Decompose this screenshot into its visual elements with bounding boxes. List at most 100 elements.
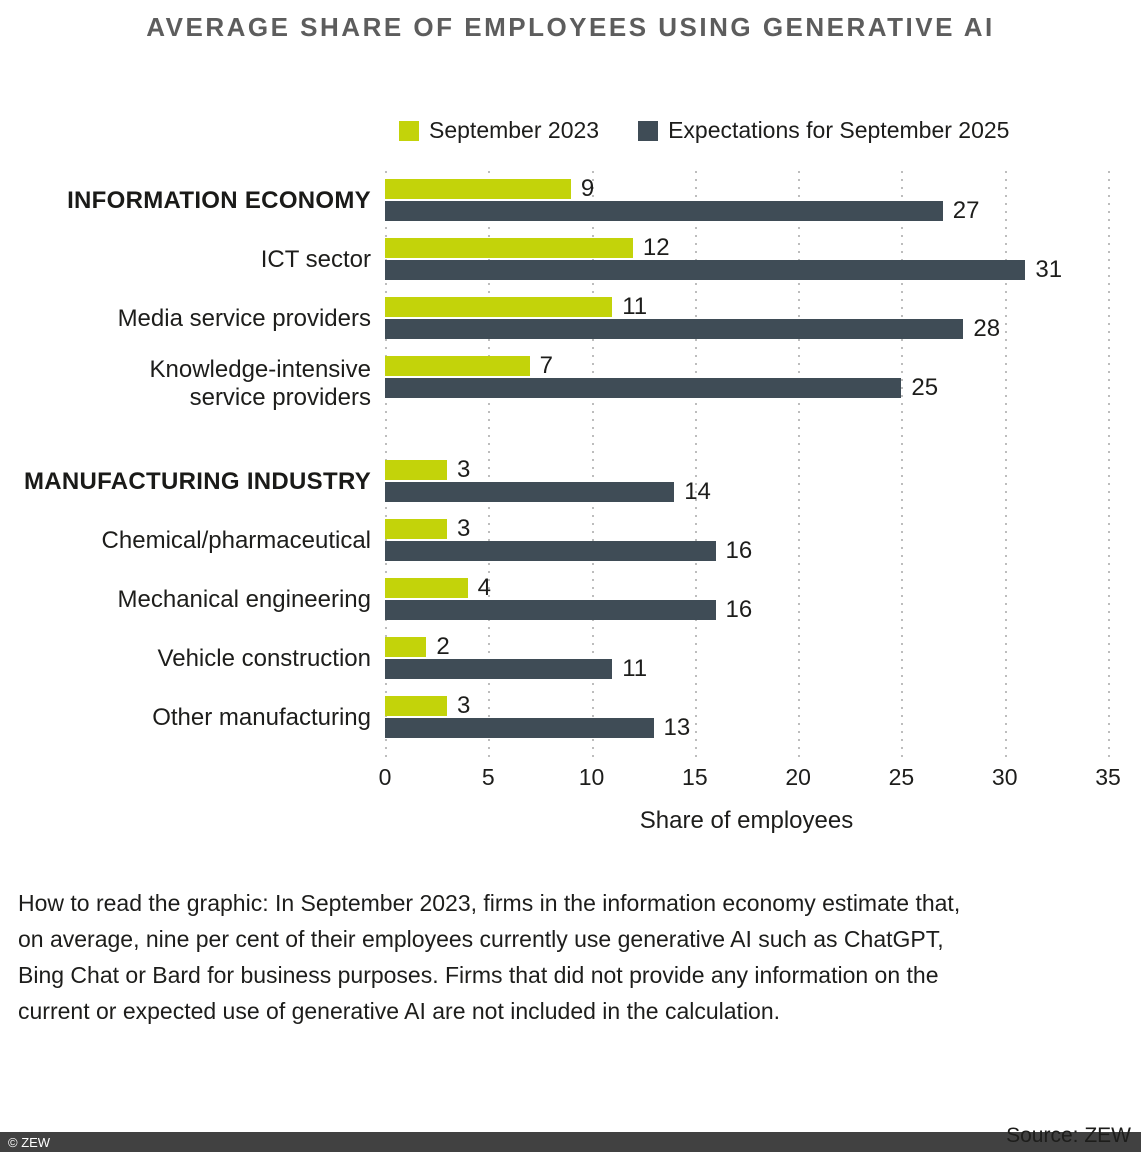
bar-pair: 7 25: [385, 352, 1108, 412]
x-tick-label: 35: [1095, 764, 1121, 790]
chart-row: Media service providers 11 28: [0, 293, 1141, 342]
bar-value-label: 2: [436, 633, 450, 660]
bar-september-2023: [385, 356, 530, 376]
bar-value-label: 11: [622, 655, 648, 682]
legend-swatch-2023: [399, 120, 419, 141]
bar-value-label: 4: [477, 574, 491, 601]
bar-line: 2: [385, 633, 1108, 660]
chart-row: Mechanical engineering 4 16: [0, 574, 1141, 623]
bar-line: 9: [385, 175, 1108, 202]
grid-line-35: [1108, 171, 1110, 761]
legend-item-september-2023: September 2023: [399, 117, 599, 144]
footer-bar: © ZEW: [0, 1132, 1141, 1152]
bar-pair: 3 16: [385, 515, 1108, 564]
bar-expectations-2025: [385, 260, 1026, 280]
chart-row: Knowledge-intensive service providers 7 25: [0, 352, 1141, 412]
chart-row: INFORMATION ECONOMY 9 27: [0, 175, 1141, 224]
bar-value-label: 28: [973, 315, 1001, 342]
bar-pair: 11 28: [385, 293, 1108, 342]
bar-line: 28: [385, 315, 1108, 342]
x-axis: 0 5 10 15 20 25 30 35: [379, 761, 1121, 793]
bar-expectations-2025: [385, 600, 716, 620]
category-label: Media service providers: [117, 305, 371, 332]
category-label: ICT sector: [260, 246, 371, 273]
legend: September 2023 Expectations for Septembe…: [399, 117, 1141, 144]
chart-row: Vehicle construction 2 11: [0, 633, 1141, 682]
legend-label-2025: Expectations for September 2025: [668, 117, 1010, 143]
bar-line: 14: [385, 478, 1108, 505]
bar-line: 13: [385, 714, 1108, 741]
bar-september-2023: [385, 696, 447, 716]
bar-expectations-2025: [385, 482, 675, 502]
bar-value-label: 7: [539, 352, 553, 379]
bar-september-2023: [385, 637, 427, 657]
chart-row: MANUFACTURING INDUSTRY 3 14: [0, 456, 1141, 505]
category-label: Other manufacturing: [152, 704, 371, 731]
bar-pair: 12 31: [385, 234, 1108, 283]
x-tick-label: 20: [785, 764, 811, 790]
bar-chart: INFORMATION ECONOMY 9 27 ICT sector 12 31 Medi…: [0, 171, 1141, 761]
x-tick-label: 10: [578, 764, 605, 790]
copyright-text: © ZEW: [8, 1134, 51, 1150]
bar-value-label: 25: [911, 374, 939, 401]
x-tick-label: 25: [888, 764, 915, 790]
bar-pair: 3 14: [385, 456, 1108, 505]
bar-value-label: 3: [456, 456, 471, 483]
bar-line: 31: [385, 256, 1108, 283]
category-label: Vehicle construction: [157, 645, 371, 672]
chart-row: Other manufacturing 3 13: [0, 692, 1141, 741]
bar-september-2023: [385, 578, 468, 598]
bar-value-label: 13: [663, 714, 691, 741]
category-label: Knowledge-intensive service providers: [149, 356, 371, 411]
category-label: Mechanical engineering: [117, 586, 372, 613]
bar-september-2023: [385, 519, 447, 539]
bar-value-label: 12: [642, 234, 670, 261]
bar-line: 3: [385, 692, 1108, 719]
x-tick-label: 5: [481, 764, 495, 790]
bar-september-2023: [385, 179, 571, 199]
bar-line: 4: [385, 574, 1108, 601]
bar-september-2023: [385, 460, 447, 480]
bar-value-label: 3: [456, 515, 471, 542]
grid-line-25: [901, 171, 904, 761]
bar-line: 3: [385, 515, 1108, 542]
grid-line-30: [1004, 171, 1007, 761]
bar-line: 12: [385, 234, 1108, 261]
bar-line: 7: [385, 352, 1108, 379]
bar-line: 27: [385, 197, 1108, 224]
bar-value-label: 16: [725, 596, 753, 623]
bar-line: 3: [385, 456, 1108, 483]
category-label: INFORMATION ECONOMY: [67, 187, 371, 214]
bar-expectations-2025: [385, 541, 716, 561]
grid-line-20: [798, 171, 801, 761]
bar-line: 25: [385, 374, 1108, 401]
bar-expectations-2025: [385, 319, 964, 339]
chart-title: AVERAGE SHARE OF EMPLOYEES USING GENERAT…: [146, 12, 995, 42]
bar-line: 11: [385, 655, 1108, 682]
bar-value-label: 9: [580, 175, 595, 202]
grid-line-15: [694, 171, 697, 761]
category-label: Chemical/pharmaceutical: [101, 527, 371, 554]
bar-value-label: 31: [1035, 256, 1063, 283]
bar-pair: 3 13: [385, 692, 1108, 741]
bar-expectations-2025: [385, 659, 613, 679]
x-tick-label: 30: [991, 764, 1018, 790]
bar-line: 16: [385, 596, 1108, 623]
bar-line: 16: [385, 537, 1108, 564]
chart-row: Chemical/pharmaceutical 3 16: [0, 515, 1141, 564]
category-label: MANUFACTURING INDUSTRY: [23, 468, 371, 495]
bar-september-2023: [385, 297, 613, 317]
how-to-read-note: How to read the graphic: In September 20…: [18, 890, 961, 1024]
bar-expectations-2025: [385, 378, 902, 398]
bar-value-label: 16: [725, 537, 753, 564]
bar-value-label: 11: [622, 293, 648, 320]
source-text: Source: ZEW: [1006, 1124, 1131, 1147]
legend-label-2023: September 2023: [429, 117, 600, 143]
bar-expectations-2025: [385, 201, 943, 221]
legend-swatch-2025: [638, 120, 659, 141]
bar-value-label: 3: [456, 692, 471, 719]
grid-line-10: [591, 171, 594, 761]
chart-rows: INFORMATION ECONOMY 9 27 ICT sector 12 31 Medi…: [0, 171, 1141, 741]
bar-september-2023: [385, 238, 633, 258]
bar-value-label: 27: [952, 197, 980, 224]
